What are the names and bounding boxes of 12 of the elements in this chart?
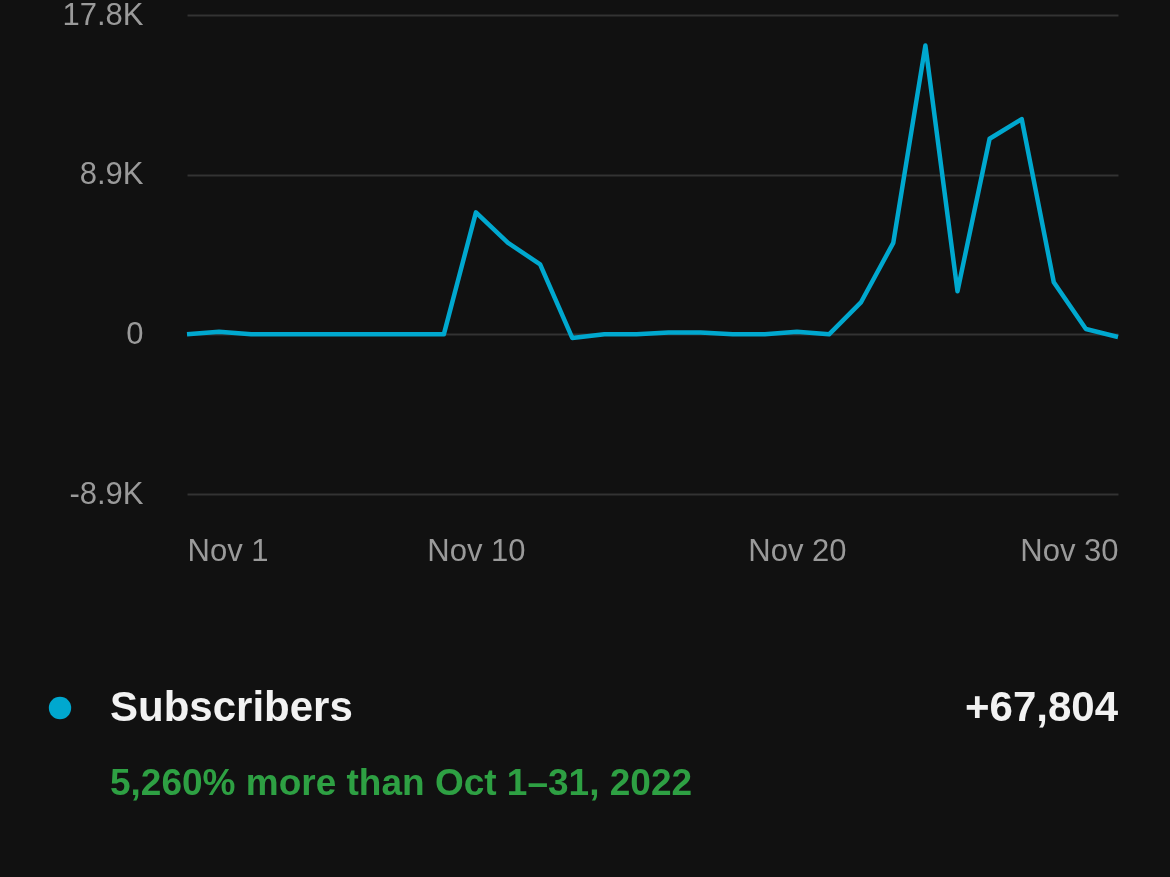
y-tick-label: 0 (126, 315, 144, 351)
y-tick-label: 8.9K (79, 156, 144, 192)
x-tick-label: Nov 1 (187, 532, 269, 568)
x-tick-label: Nov 10 (427, 532, 526, 568)
text: 5,260% more than Oct 1–31, 2022 (110, 762, 693, 803)
text: +67,804 (965, 683, 1119, 730)
legend-label: Subscribers (110, 683, 353, 730)
line-series (184, 43, 1121, 341)
x-tick-label: Nov 20 (748, 532, 847, 568)
x-tick-label: Nov 30 (1020, 532, 1119, 568)
y-tick-label: -8.9K (69, 475, 144, 511)
y-tick-label: 17.8K (62, 0, 144, 32)
